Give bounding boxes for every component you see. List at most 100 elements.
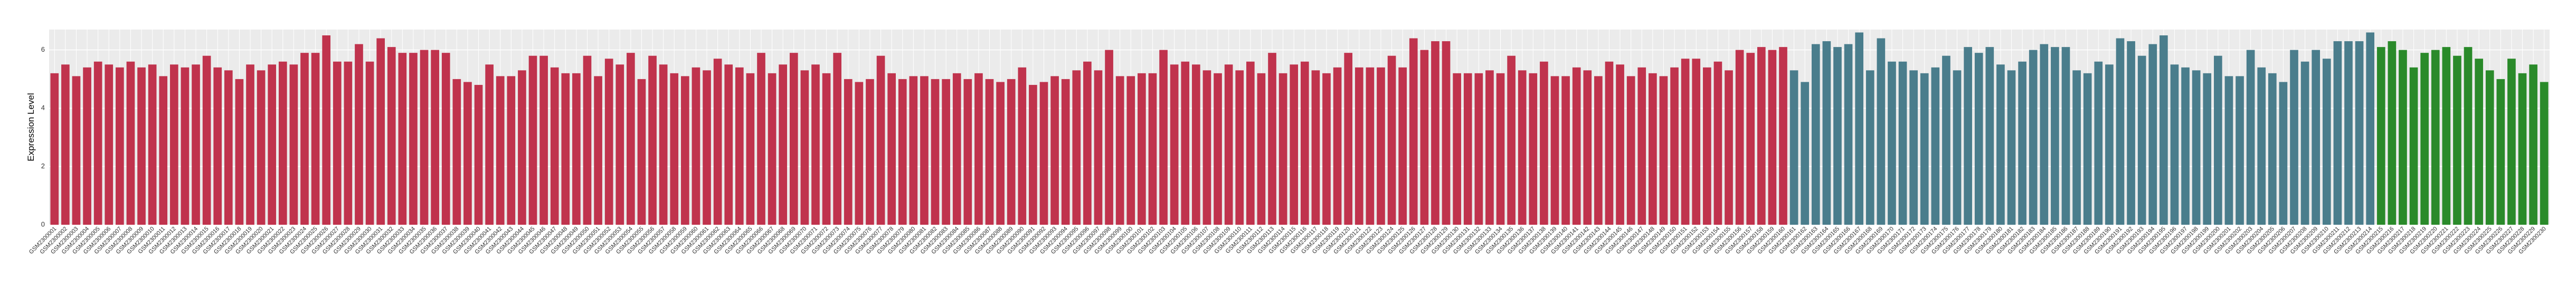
bar — [2268, 73, 2277, 225]
bar — [1985, 47, 1994, 225]
bar — [137, 67, 146, 225]
bar — [1659, 76, 1668, 225]
bar — [365, 61, 374, 225]
bar — [1583, 70, 1592, 225]
bar — [1692, 59, 1701, 225]
bar — [61, 64, 70, 225]
bar — [1300, 61, 1309, 225]
bar — [670, 73, 679, 225]
bar — [2137, 55, 2146, 225]
bar — [2203, 73, 2212, 225]
bar — [496, 76, 505, 225]
bar — [2094, 61, 2103, 225]
bar — [985, 79, 994, 225]
bar — [2376, 47, 2385, 225]
bar — [1083, 61, 1092, 225]
bar — [1072, 70, 1081, 225]
bar — [1235, 70, 1244, 225]
bar — [942, 79, 950, 225]
bar — [724, 64, 733, 225]
bar — [1974, 53, 1983, 225]
bar — [822, 73, 831, 225]
bar — [1463, 73, 1472, 225]
bar — [659, 64, 668, 225]
y-tick-label: 6 — [41, 45, 45, 53]
bar — [876, 55, 885, 225]
bar — [2192, 70, 2201, 225]
y-tick-label: 4 — [41, 104, 45, 112]
bar — [2388, 41, 2397, 225]
bar — [300, 53, 309, 225]
bar — [1061, 79, 1070, 225]
bar — [474, 84, 483, 225]
bar — [2061, 47, 2070, 225]
bar — [1333, 67, 1342, 225]
bar — [648, 55, 657, 225]
bar — [866, 79, 874, 225]
bar — [1833, 47, 1842, 225]
bar — [2529, 64, 2537, 225]
bar — [583, 55, 592, 225]
bar — [1485, 70, 1494, 225]
bar — [1572, 67, 1581, 225]
bar — [507, 76, 516, 225]
bar — [604, 59, 613, 225]
bar — [1224, 64, 1233, 225]
bar — [2257, 67, 2266, 225]
bar — [485, 64, 494, 225]
bar — [1278, 73, 1287, 225]
bar — [1507, 55, 1516, 225]
bar — [974, 73, 983, 225]
bar — [2399, 50, 2407, 225]
bar — [126, 61, 135, 225]
bar — [768, 73, 776, 225]
bar — [387, 47, 396, 225]
y-axis-label: Expression Level — [26, 93, 36, 161]
bar — [1138, 73, 1146, 225]
bar — [1550, 76, 1559, 225]
bar — [800, 70, 809, 225]
bar — [1105, 50, 1113, 225]
bar — [1496, 73, 1505, 225]
bar — [2333, 41, 2342, 225]
bar — [1964, 47, 1972, 225]
bar — [539, 55, 548, 225]
bar — [1377, 67, 1385, 225]
bar — [1626, 76, 1635, 225]
bar — [1953, 70, 1962, 225]
y-tick-label: 2 — [41, 162, 45, 170]
bar — [2105, 64, 2114, 225]
bar — [1540, 61, 1548, 225]
bar — [692, 67, 700, 225]
bar — [1877, 38, 1886, 225]
bar — [1942, 55, 1950, 225]
bar — [703, 70, 711, 225]
bar — [2040, 44, 2049, 225]
bar — [1018, 67, 1027, 225]
bar — [159, 76, 168, 225]
bar — [1670, 67, 1679, 225]
y-tick-label: 0 — [41, 220, 45, 228]
bar — [1268, 53, 1276, 225]
bar — [2420, 53, 2429, 225]
bar — [2279, 82, 2288, 225]
bar — [833, 53, 842, 225]
bar — [2366, 32, 2374, 225]
bar — [2442, 47, 2451, 225]
bar — [83, 67, 91, 225]
bar — [376, 38, 385, 225]
bar — [627, 53, 635, 225]
bar — [1344, 53, 1353, 225]
bar — [1474, 73, 1483, 225]
bar — [1170, 64, 1179, 225]
bar — [289, 64, 298, 225]
bar — [1898, 61, 1907, 225]
bar — [1888, 61, 1896, 225]
bar — [1366, 67, 1375, 225]
bar — [72, 76, 81, 225]
bar — [594, 76, 602, 225]
bar — [2290, 50, 2298, 225]
bar — [235, 79, 244, 225]
bar — [2312, 50, 2321, 225]
bar — [1561, 76, 1570, 225]
